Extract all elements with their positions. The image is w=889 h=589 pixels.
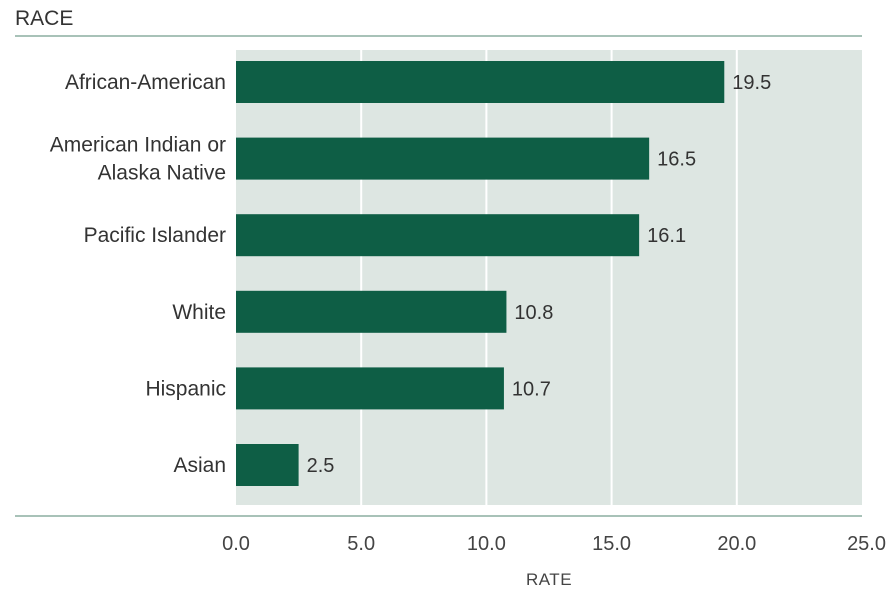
category-label: White: [172, 301, 226, 324]
x-tick-label: 10.0: [467, 533, 506, 555]
category-label: Pacific Islander: [84, 224, 226, 247]
x-tick-label: 0.0: [222, 533, 250, 555]
value-labels: 19.5 16.5 16.1 10.8 10.7 2.5: [307, 72, 772, 477]
y-axis-title: RACE: [15, 7, 73, 30]
category-label: Alaska Native: [98, 162, 226, 185]
category-label: American Indian or: [50, 134, 226, 157]
x-tick-label: 25.0: [847, 533, 886, 555]
bar: [236, 290, 507, 333]
gridlines: [360, 50, 738, 505]
category-labels: African-American American Indian or Alaska…: [50, 71, 226, 477]
bar: [236, 214, 640, 257]
bar: [236, 137, 650, 180]
value-label: 16.1: [647, 225, 686, 247]
value-label: 19.5: [732, 72, 771, 94]
bars: [236, 61, 725, 486]
x-tick-label: 5.0: [347, 533, 375, 555]
value-label: 2.5: [307, 455, 335, 477]
category-label: Hispanic: [145, 377, 226, 400]
x-axis-title: RATE: [526, 570, 572, 589]
value-label: 10.8: [514, 302, 553, 324]
category-label: Asian: [173, 454, 226, 477]
value-label: 10.7: [512, 378, 551, 400]
x-tick-labels: 0.0 5.0 10.0 15.0 20.0 25.0: [222, 533, 886, 555]
bar: [236, 61, 725, 103]
bar: [236, 444, 299, 486]
x-tick-label: 15.0: [592, 533, 631, 555]
value-label: 16.5: [657, 149, 696, 171]
plot-background: [236, 50, 862, 505]
x-tick-label: 20.0: [717, 533, 756, 555]
bar: [236, 367, 504, 410]
category-label: African-American: [65, 71, 226, 94]
